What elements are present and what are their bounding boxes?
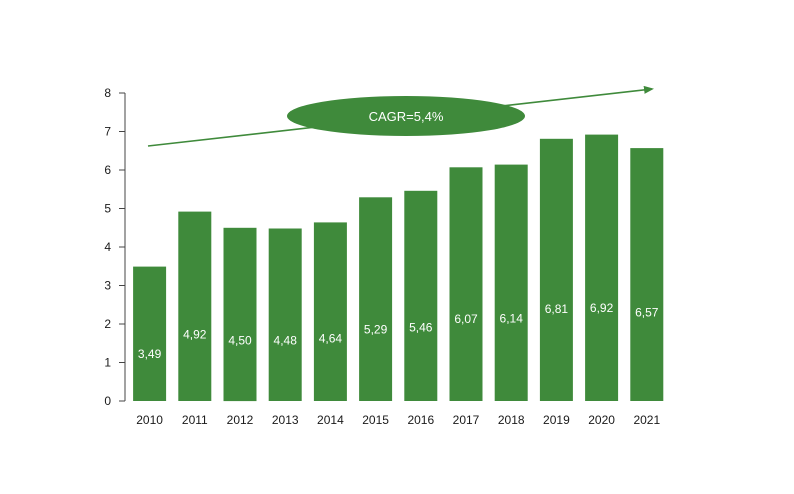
cagr-annotation: CAGR=5,4% [147,85,654,147]
y-tick-label: 0 [104,394,111,408]
x-tick-label: 2013 [272,413,299,427]
y-tick-label: 2 [104,317,111,331]
bar-value-label: 6,92 [590,301,614,315]
bar-value-label: 4,64 [319,332,343,346]
bars-layer [133,134,664,402]
y-tick-label: 5 [104,202,111,216]
bar-value-label: 4,50 [228,333,252,347]
x-tick-label: 2010 [136,413,163,427]
bar-value-label: 6,07 [454,312,478,326]
bar-value-label: 6,81 [545,302,569,316]
bar [585,134,619,401]
labels-layer: 3,49 4,92 4,50 4,48 4,64 5,29 5,46 6,07 6,14 6,81… [138,301,659,361]
bar [268,228,302,401]
x-tick-label: 2017 [453,413,480,427]
y-tick-label: 4 [104,240,111,254]
bar [494,164,528,401]
x-tick-label: 2015 [362,413,389,427]
x-tick-label: 2014 [317,413,344,427]
x-tick-label: 2019 [543,413,570,427]
bar-value-label: 5,46 [409,320,433,334]
bar [539,138,573,402]
y-tick-label: 1 [104,356,111,370]
x-tick-label: 2012 [227,413,254,427]
bar [359,197,393,401]
y-tick-label: 6 [104,163,111,177]
bar [313,222,347,401]
bar-value-label: 4,48 [274,334,298,348]
y-tick-label: 8 [104,86,111,100]
bar [449,167,483,401]
x-tick-label: 2011 [182,413,208,427]
x-tick-label: 2016 [407,413,434,427]
bar-value-label: 6,14 [500,311,524,325]
bar [223,227,257,402]
bar-value-label: 5,29 [364,323,388,337]
y-tick-label: 3 [104,279,111,293]
x-tick-label: 2020 [588,413,615,427]
bar-value-label: 4,92 [183,328,207,342]
y-tick-label: 7 [104,125,111,139]
axis-layer: 0 1 2 3 4 5 6 7 8 2010 2011 2012 2013 2014 2015 2016 201… [104,86,660,427]
bar [178,211,212,401]
bar-value-label: 3,49 [138,347,162,361]
bar [630,148,664,401]
cagr-ellipse [287,96,525,136]
bar [404,190,438,401]
x-tick-label: 2021 [633,413,660,427]
bar [133,266,167,401]
bar-value-label: 6,57 [635,306,659,320]
cagr-label: CAGR=5,4% [369,109,444,124]
x-tick-label: 2018 [498,413,525,427]
